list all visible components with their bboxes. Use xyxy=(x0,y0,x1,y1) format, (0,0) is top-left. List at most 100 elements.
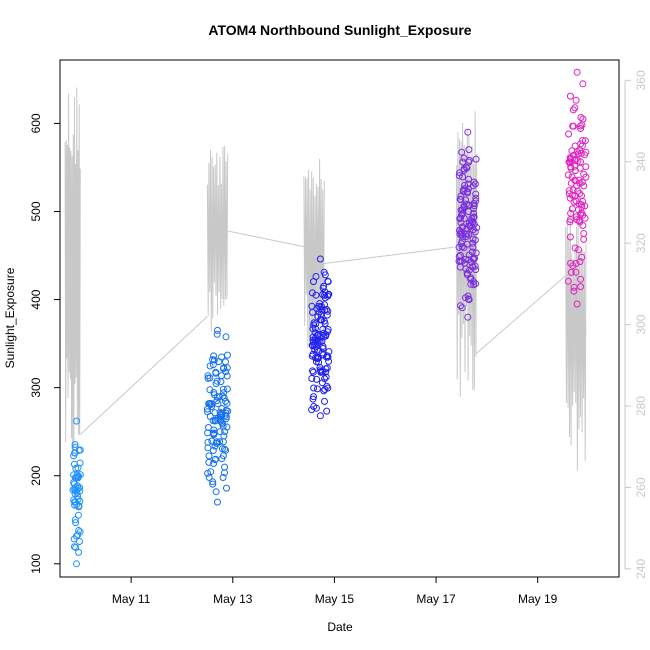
data-point xyxy=(456,230,464,238)
y-tick-label: 100 xyxy=(29,553,43,573)
data-point xyxy=(223,372,231,380)
data-point xyxy=(206,386,214,394)
data-point xyxy=(75,527,83,534)
data-point xyxy=(577,149,585,157)
data-point xyxy=(222,397,230,405)
data-point xyxy=(205,452,213,460)
data-point xyxy=(566,194,574,202)
data-point xyxy=(457,192,465,200)
data-point xyxy=(209,478,217,486)
data-point xyxy=(577,125,585,132)
data-point xyxy=(70,543,78,551)
data-point xyxy=(572,96,580,104)
data-point xyxy=(570,287,578,295)
data-point xyxy=(324,278,332,286)
data-point xyxy=(580,235,588,243)
data-point xyxy=(69,486,77,494)
data-point xyxy=(469,235,477,243)
data-point xyxy=(74,511,82,519)
data-point xyxy=(223,399,231,407)
data-point xyxy=(466,223,474,231)
data-point xyxy=(581,137,589,145)
data-point xyxy=(458,304,466,312)
x-tick-label: May 15 xyxy=(315,592,355,606)
data-point xyxy=(465,175,473,183)
data-point xyxy=(223,484,230,492)
grey-trace-series xyxy=(64,87,587,471)
right-y-axis: 240 260 280 300 320 340 360 xyxy=(624,70,648,579)
data-point xyxy=(571,162,579,170)
data-point xyxy=(465,296,473,304)
grey-trace-connector xyxy=(324,246,454,265)
data-point xyxy=(221,445,228,453)
data-point xyxy=(580,230,588,237)
data-point xyxy=(70,479,78,486)
data-point xyxy=(207,468,215,476)
right-tick-label: 280 xyxy=(634,396,648,416)
data-point xyxy=(318,368,326,375)
data-point xyxy=(458,148,466,156)
data-point xyxy=(222,358,229,366)
data-point xyxy=(458,237,466,245)
data-point xyxy=(318,379,326,387)
data-point xyxy=(469,243,477,251)
data-point xyxy=(325,357,333,365)
data-point xyxy=(212,439,220,447)
data-point xyxy=(220,389,228,397)
data-point xyxy=(319,291,327,298)
data-point xyxy=(214,326,221,334)
data-point xyxy=(457,196,465,204)
data-point xyxy=(569,186,577,194)
data-point xyxy=(204,372,212,380)
y-tick-label: 200 xyxy=(29,465,43,485)
data-point xyxy=(73,417,80,425)
data-point xyxy=(465,256,473,264)
data-point xyxy=(213,330,221,338)
data-point xyxy=(578,121,586,129)
data-point xyxy=(455,253,463,260)
plot-frame xyxy=(59,59,620,578)
x-tick-label: May 19 xyxy=(518,592,558,606)
data-point xyxy=(457,219,465,227)
data-point xyxy=(455,243,463,251)
data-point xyxy=(462,265,470,273)
data-point xyxy=(222,333,230,341)
data-point xyxy=(566,158,574,166)
data-point xyxy=(321,375,329,383)
data-point xyxy=(575,246,583,254)
data-point xyxy=(472,249,480,257)
data-point xyxy=(324,307,332,315)
data-point xyxy=(216,416,224,424)
data-point xyxy=(209,480,217,488)
data-point xyxy=(472,280,479,288)
data-point xyxy=(577,283,585,291)
data-point xyxy=(578,253,586,261)
data-point xyxy=(471,180,479,188)
data-point xyxy=(223,364,231,372)
data-point xyxy=(470,255,478,263)
data-point xyxy=(571,167,579,175)
data-point xyxy=(309,367,316,375)
data-point xyxy=(211,456,219,464)
data-point xyxy=(565,187,573,195)
data-point xyxy=(322,373,330,381)
data-point xyxy=(73,560,80,568)
x-tick-label: May 13 xyxy=(213,592,253,606)
data-point xyxy=(313,346,321,354)
data-point xyxy=(468,218,476,226)
data-point xyxy=(320,268,328,276)
data-point xyxy=(472,155,480,163)
data-point xyxy=(218,455,226,463)
data-point xyxy=(219,438,227,446)
data-point xyxy=(309,395,317,403)
data-point xyxy=(220,394,228,402)
data-point xyxy=(308,341,316,349)
data-point xyxy=(213,397,221,405)
grey-trace-connector xyxy=(79,316,208,435)
data-point xyxy=(568,147,576,155)
data-point xyxy=(467,275,474,283)
data-point xyxy=(71,501,79,509)
data-point xyxy=(315,302,323,310)
data-point xyxy=(320,387,328,395)
grey-trace-segment xyxy=(455,111,478,397)
